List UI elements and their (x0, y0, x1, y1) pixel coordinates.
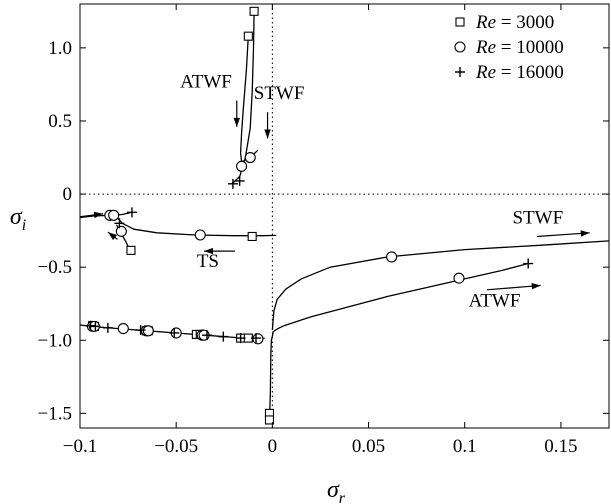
square-marker (243, 31, 253, 41)
plus-marker (126, 207, 137, 218)
y-tick-label: 0 (63, 184, 73, 205)
arrow-head (264, 129, 271, 139)
arrow-head (531, 282, 541, 290)
plus-marker (135, 325, 146, 336)
legend-label: Re = 16000 (475, 62, 564, 83)
plot-frame (79, 3, 610, 429)
plus-marker (235, 333, 246, 344)
legend-label: Re = 3000 (475, 12, 554, 33)
legend-label: Re = 10000 (475, 37, 564, 58)
curve-line (268, 325, 285, 421)
x-axis-label-subscript: r (339, 490, 346, 504)
axis-ticks: −0.1 −0.05 0 0.05 0.1 0.15 −1.5 −1.0 −0.5 0 0.5 1.0 (38, 4, 609, 457)
reference-lines (80, 4, 609, 428)
y-tick-label: 1.0 (48, 38, 72, 59)
plus-marker (114, 218, 125, 229)
y-tick-label: −1.0 (38, 330, 72, 351)
circle-marker (236, 160, 248, 172)
circle-marker (117, 323, 129, 335)
x-axis-label: σr (327, 477, 346, 504)
square-marker (247, 231, 257, 242)
plus-marker (523, 258, 534, 269)
legend-label-value: = 3000 (496, 12, 554, 33)
y-axis-label: σi (10, 204, 26, 234)
arrow-head (204, 247, 214, 255)
plus-marker (102, 322, 113, 333)
x-tick-label: −0.05 (154, 436, 198, 457)
plus-marker (234, 175, 245, 186)
legend-label-symbol: Re (475, 37, 496, 58)
plus-marker (251, 333, 262, 344)
arrow-head (93, 211, 104, 219)
curve-line (114, 214, 277, 237)
arrow-shaft (486, 284, 541, 291)
curve-line (271, 240, 610, 331)
plus-marker (90, 321, 101, 332)
plus-marker (85, 320, 96, 331)
x-tick-label: 0.05 (352, 436, 385, 457)
x-tick-label: −0.1 (63, 436, 97, 457)
circle-marker (252, 333, 264, 345)
annotation-label: ATWF (469, 291, 521, 312)
square-marker (249, 6, 259, 16)
x-tick-label: 0.15 (544, 436, 577, 457)
arrows (79, 100, 590, 291)
x-tick-label: 0.1 (453, 436, 477, 457)
curve-line (283, 262, 529, 327)
circle-marker (108, 209, 120, 221)
plus-marker (201, 330, 212, 341)
plus-marker (169, 327, 180, 338)
annotation-label: ATWF (180, 71, 232, 92)
circle-marker (454, 41, 466, 53)
y-axis-label-base: σ (10, 204, 23, 230)
y-axis-label-subscript: i (22, 217, 26, 234)
legend-label-value: = 10000 (496, 37, 564, 58)
arrow-head (107, 232, 117, 241)
annotation-label: TS (197, 251, 219, 272)
annotation-label: STWF (254, 83, 305, 104)
y-tick-label: 0.5 (48, 111, 72, 132)
markers (85, 6, 534, 425)
y-tick-label: −0.5 (38, 257, 72, 278)
circle-marker (142, 325, 154, 337)
legend-label-symbol: Re (475, 62, 496, 83)
circle-marker (115, 225, 127, 237)
plus-marker (218, 331, 229, 342)
annotations: ATWF STWF TS STWF ATWF (180, 71, 563, 311)
arrow-head (580, 230, 590, 237)
circle-marker (194, 229, 206, 241)
arrow-head (233, 117, 240, 127)
square-marker (264, 415, 275, 425)
legend-label-value: = 16000 (496, 62, 564, 83)
x-tick-label: 0 (268, 436, 278, 457)
annotation-label: STWF (512, 207, 563, 228)
plus-marker (227, 178, 238, 189)
x-axis-label-base: σ (327, 477, 340, 503)
plus-marker (455, 67, 465, 77)
legend-label-symbol: Re (475, 12, 496, 33)
circle-marker (453, 272, 465, 284)
circle-marker (386, 251, 398, 263)
square-marker (455, 17, 465, 27)
y-tick-label: −1.5 (38, 403, 72, 424)
circle-marker (244, 151, 256, 164)
square-marker (126, 245, 136, 255)
